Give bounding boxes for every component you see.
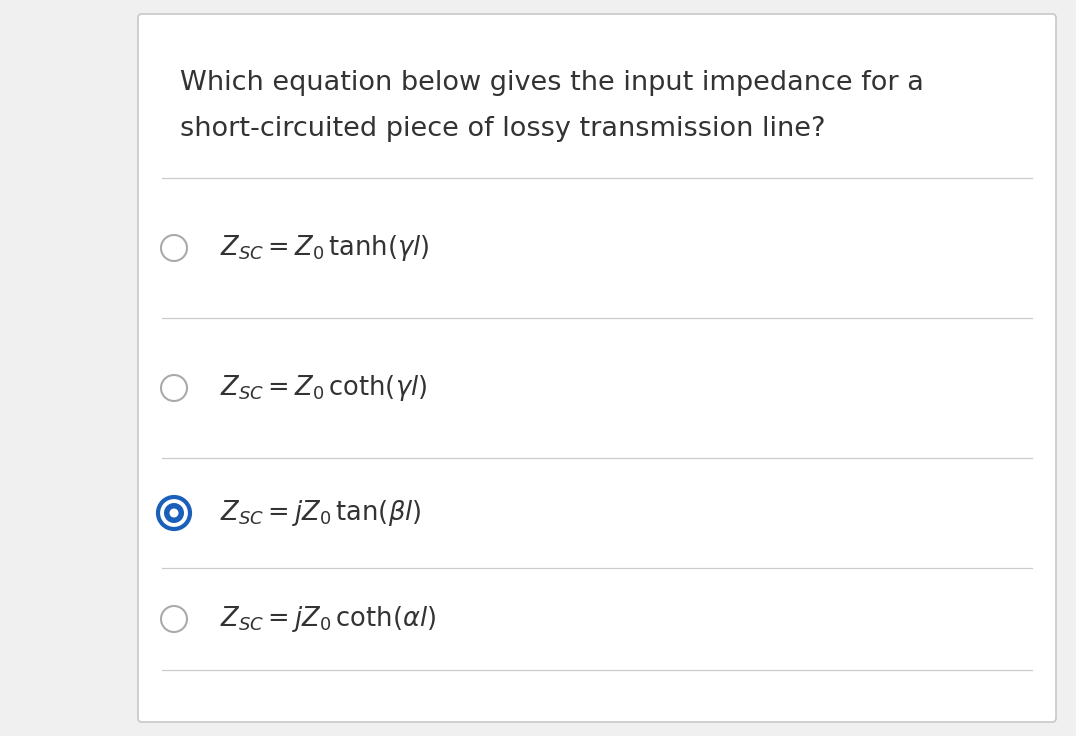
Text: $Z_{SC} = jZ_0\,\mathrm{coth}(\alpha l)$: $Z_{SC} = jZ_0\,\mathrm{coth}(\alpha l)$ bbox=[220, 604, 436, 634]
Text: $Z_{SC} = jZ_0\,\mathrm{tan}(\beta l)$: $Z_{SC} = jZ_0\,\mathrm{tan}(\beta l)$ bbox=[220, 498, 422, 528]
Circle shape bbox=[161, 375, 187, 401]
Circle shape bbox=[161, 235, 187, 261]
Circle shape bbox=[161, 606, 187, 632]
FancyBboxPatch shape bbox=[138, 14, 1056, 722]
Text: $Z_{SC} = Z_0\,\mathrm{tanh}(\gamma l)$: $Z_{SC} = Z_0\,\mathrm{tanh}(\gamma l)$ bbox=[220, 233, 429, 263]
Text: Which equation below gives the input impedance for a: Which equation below gives the input imp… bbox=[180, 70, 924, 96]
Text: $Z_{SC} = Z_0\,\mathrm{coth}(\gamma l)$: $Z_{SC} = Z_0\,\mathrm{coth}(\gamma l)$ bbox=[220, 373, 427, 403]
Circle shape bbox=[164, 503, 184, 523]
Circle shape bbox=[158, 497, 190, 529]
Text: short-circuited piece of lossy transmission line?: short-circuited piece of lossy transmiss… bbox=[180, 116, 825, 142]
Circle shape bbox=[170, 509, 179, 517]
